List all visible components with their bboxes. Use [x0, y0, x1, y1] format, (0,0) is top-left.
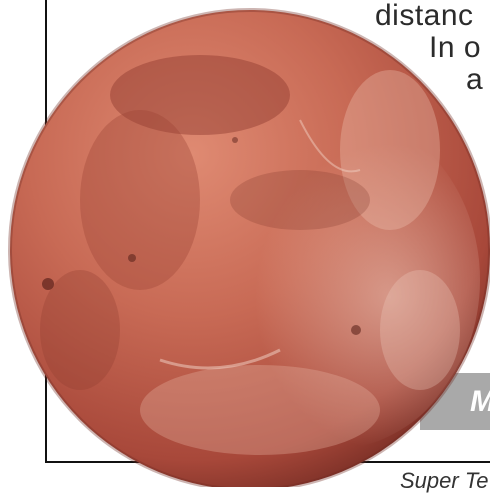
- caption-text: M: [470, 385, 490, 419]
- frame-vertical-line: [45, 0, 47, 463]
- footer-caption: Super Te: [400, 468, 489, 493]
- frame-horizontal-line: [45, 461, 490, 463]
- body-text-line-1: distanc: [375, 0, 474, 32]
- planet-disc: [10, 10, 490, 490]
- planet-surface-detail: [40, 55, 480, 455]
- body-text-line-2: In o: [429, 31, 482, 64]
- body-text-line-3: a: [466, 63, 484, 96]
- caption-bar: M: [420, 373, 490, 430]
